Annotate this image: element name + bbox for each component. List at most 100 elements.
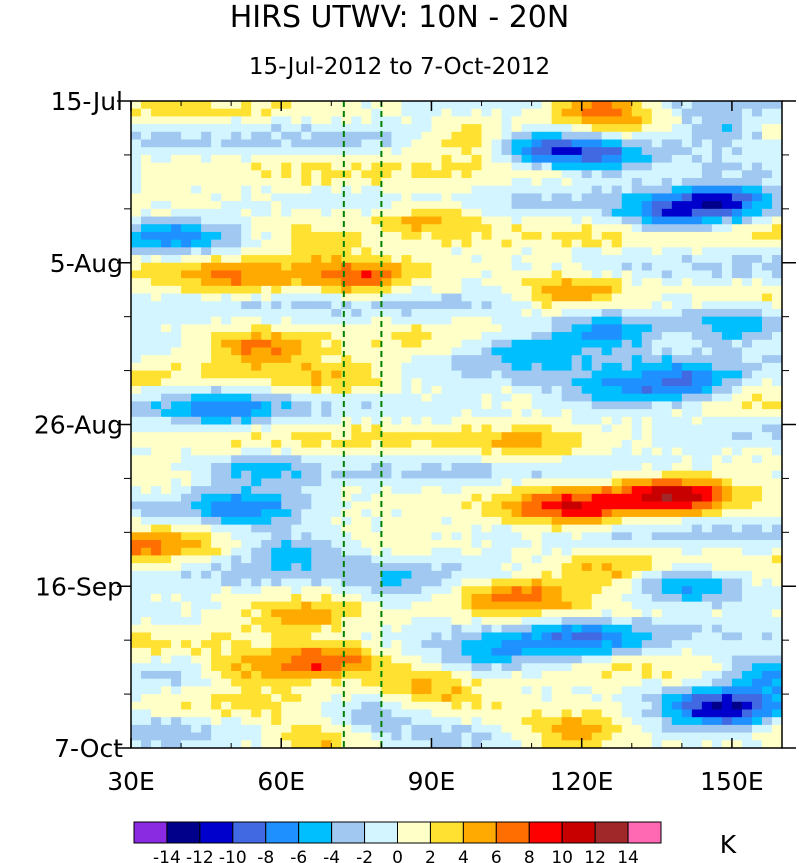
heatmap-cell	[741, 362, 753, 372]
heatmap-cell	[281, 108, 292, 117]
heatmap-cell	[271, 432, 282, 441]
heatmap-cell	[431, 162, 443, 171]
heatmap-cell	[391, 355, 403, 364]
heatmap-cell	[461, 655, 473, 664]
heatmap-cell	[661, 478, 673, 487]
heatmap-cell	[701, 401, 713, 410]
heatmap-cell	[141, 208, 152, 218]
heatmap-cell	[251, 216, 262, 225]
heatmap-cell	[241, 385, 252, 395]
heatmap-cell	[191, 316, 202, 325]
heatmap-cell	[411, 570, 423, 580]
heatmap-cell	[401, 224, 413, 233]
heatmap-cell	[331, 131, 342, 141]
heatmap-cell	[291, 316, 302, 325]
heatmap-cell	[621, 262, 633, 272]
heatmap-cell	[551, 178, 563, 187]
heatmap-cell	[761, 524, 773, 533]
heatmap-cell	[141, 162, 152, 171]
heatmap-cell	[751, 516, 763, 526]
heatmap-cell	[151, 162, 162, 171]
heatmap-cell	[471, 208, 483, 218]
heatmap-cell	[351, 193, 362, 202]
heatmap-cell	[201, 432, 212, 441]
heatmap-cell	[201, 270, 212, 279]
heatmap-cell	[751, 493, 763, 503]
heatmap-cell	[391, 586, 403, 595]
heatmap-cell	[691, 632, 703, 641]
heatmap-cell	[401, 409, 413, 418]
heatmap-cell	[541, 663, 553, 672]
heatmap-cell	[341, 378, 352, 387]
heatmap-cell	[631, 116, 643, 125]
heatmap-cell	[641, 324, 653, 333]
heatmap-cell	[351, 362, 362, 372]
heatmap-cell	[701, 370, 713, 379]
heatmap-cell	[331, 593, 342, 603]
heatmap-cell	[421, 285, 433, 295]
heatmap-cell	[601, 308, 613, 318]
heatmap-cell	[221, 308, 232, 318]
heatmap-cell	[531, 516, 543, 526]
heatmap-cell	[341, 409, 352, 418]
heatmap-cell	[151, 470, 162, 480]
heatmap-cell	[161, 447, 172, 456]
heatmap-cell	[621, 463, 633, 472]
heatmap-cell	[461, 108, 473, 117]
heatmap-cell	[641, 239, 653, 248]
heatmap-cell	[511, 578, 523, 587]
heatmap-cell	[371, 439, 382, 449]
heatmap-cell	[421, 201, 433, 210]
heatmap-cell	[261, 285, 272, 295]
heatmap-cell	[391, 247, 403, 256]
heatmap-cell	[701, 124, 713, 133]
heatmap-cell	[131, 686, 142, 695]
heatmap-cell	[491, 686, 503, 695]
heatmap-cell	[191, 293, 202, 302]
heatmap-cell	[481, 239, 493, 248]
heatmap-cell	[291, 516, 302, 526]
heatmap-cell	[361, 124, 372, 133]
heatmap-cell	[271, 447, 282, 456]
heatmap-cell	[141, 262, 152, 272]
heatmap-cell	[201, 439, 212, 449]
heatmap-cell	[551, 493, 563, 503]
heatmap-cell	[131, 486, 142, 495]
heatmap-cell	[341, 516, 352, 526]
heatmap-cell	[381, 178, 392, 187]
heatmap-cell	[561, 201, 573, 210]
heatmap-cell	[241, 285, 252, 295]
heatmap-cell	[461, 339, 473, 349]
heatmap-cell	[501, 162, 513, 171]
heatmap-cell	[301, 455, 312, 464]
heatmap-cell	[731, 424, 743, 433]
heatmap-cell	[141, 486, 152, 495]
heatmap-cell	[571, 293, 583, 302]
heatmap-cell	[231, 424, 242, 433]
heatmap-cell	[131, 409, 142, 418]
heatmap-cell	[701, 262, 713, 272]
heatmap-cell	[581, 370, 593, 379]
heatmap-cell	[621, 278, 633, 287]
heatmap-cell	[401, 285, 413, 295]
heatmap-cell	[501, 239, 513, 248]
heatmap-cell	[651, 339, 663, 349]
heatmap-cell	[621, 347, 633, 356]
heatmap-cell	[261, 355, 272, 364]
heatmap-cell	[701, 278, 713, 287]
heatmap-cell	[451, 255, 463, 264]
heatmap-cell	[401, 355, 413, 364]
heatmap-cell	[281, 617, 292, 626]
heatmap-cell	[371, 270, 382, 279]
heatmap-cell	[601, 470, 613, 480]
heatmap-cell	[251, 409, 262, 418]
heatmap-cell	[451, 170, 463, 179]
heatmap-cell	[281, 547, 292, 557]
heatmap-cell	[591, 624, 603, 634]
heatmap-cell	[251, 332, 262, 341]
heatmap-cell	[571, 378, 583, 387]
heatmap-cell	[161, 339, 172, 349]
heatmap-cell	[611, 154, 623, 164]
heatmap-cell	[721, 509, 733, 518]
heatmap-cell	[691, 239, 703, 248]
